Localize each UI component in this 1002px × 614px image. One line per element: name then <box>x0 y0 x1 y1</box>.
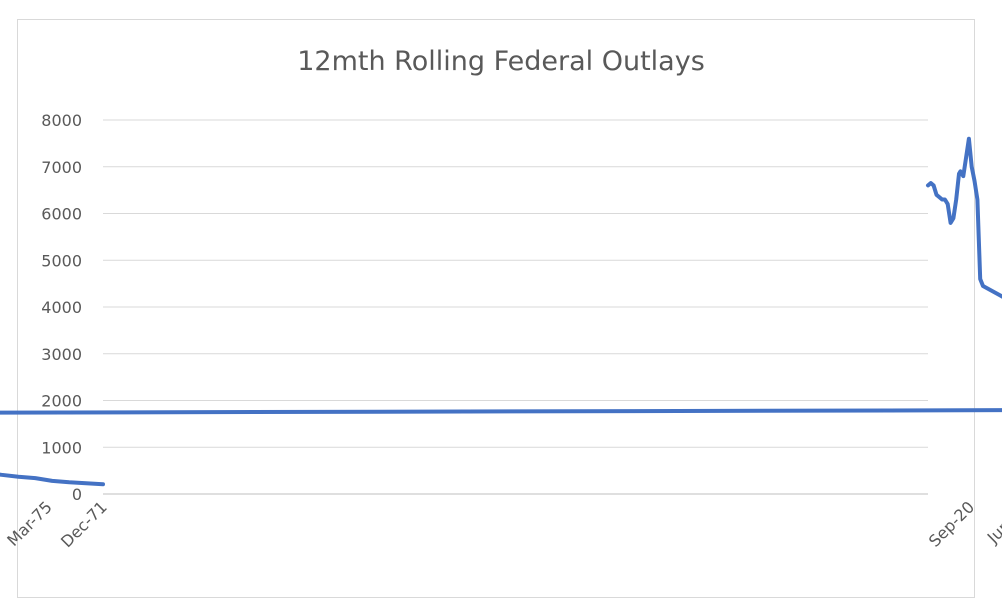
data-point <box>946 202 950 206</box>
x-tick-label: Jun-78 <box>0 497 1 547</box>
data-point <box>964 155 968 159</box>
gridlines <box>103 119 928 495</box>
x-tick-label: Jun-17 <box>983 497 1002 547</box>
y-axis: 0 1000 2000 3000 4000 5000 6000 7000 8000 <box>41 111 82 504</box>
y-tick-label: 2000 <box>41 392 82 411</box>
y-tick-label: 3000 <box>41 345 82 364</box>
data-point <box>973 179 976 183</box>
data-point <box>943 198 947 201</box>
chart-frame <box>17 19 975 598</box>
data-point <box>935 193 938 197</box>
y-tick-label: 6000 <box>41 205 82 224</box>
x-tick-label: Dec-71 <box>57 497 111 551</box>
y-tick-label: 1000 <box>41 438 82 457</box>
data-point <box>958 169 962 173</box>
y-tick-label: 0 <box>72 485 82 504</box>
y-tick-label: 4000 <box>41 298 82 317</box>
chart-title: 12mth Rolling Federal Outlays <box>297 46 705 77</box>
data-point <box>101 482 105 486</box>
outlays-series-line <box>0 136 1002 487</box>
data-point <box>84 481 88 485</box>
data-point <box>0 473 3 477</box>
data-point <box>949 221 953 225</box>
y-tick-label: 7000 <box>41 158 82 177</box>
y-tick-label: 5000 <box>41 251 82 270</box>
data-point <box>954 198 958 201</box>
data-point <box>67 480 71 484</box>
data-point <box>16 475 20 479</box>
data-point <box>50 479 54 483</box>
data-point <box>929 181 933 185</box>
data-point <box>978 277 982 281</box>
data-point <box>33 476 37 480</box>
data-point <box>932 183 936 187</box>
x-tick-label: Sep-20 <box>925 497 978 550</box>
data-point <box>960 172 964 176</box>
data-point <box>926 183 930 187</box>
data-point <box>940 198 944 201</box>
data-point <box>957 172 961 176</box>
y-tick-label: 8000 <box>41 111 82 130</box>
data-point <box>981 284 985 288</box>
data-point <box>937 195 941 199</box>
data-point <box>998 293 1002 297</box>
data-point <box>975 198 979 201</box>
data-point <box>961 174 965 178</box>
plot-area <box>0 136 1002 487</box>
x-axis: Dec-71Mar-75Jun-78Sep-81Dec-84Mar-88Jun-… <box>0 497 1002 551</box>
data-point <box>967 137 971 141</box>
data-point <box>951 216 955 220</box>
data-point <box>970 165 974 169</box>
x-tick-label: Mar-75 <box>3 497 56 550</box>
